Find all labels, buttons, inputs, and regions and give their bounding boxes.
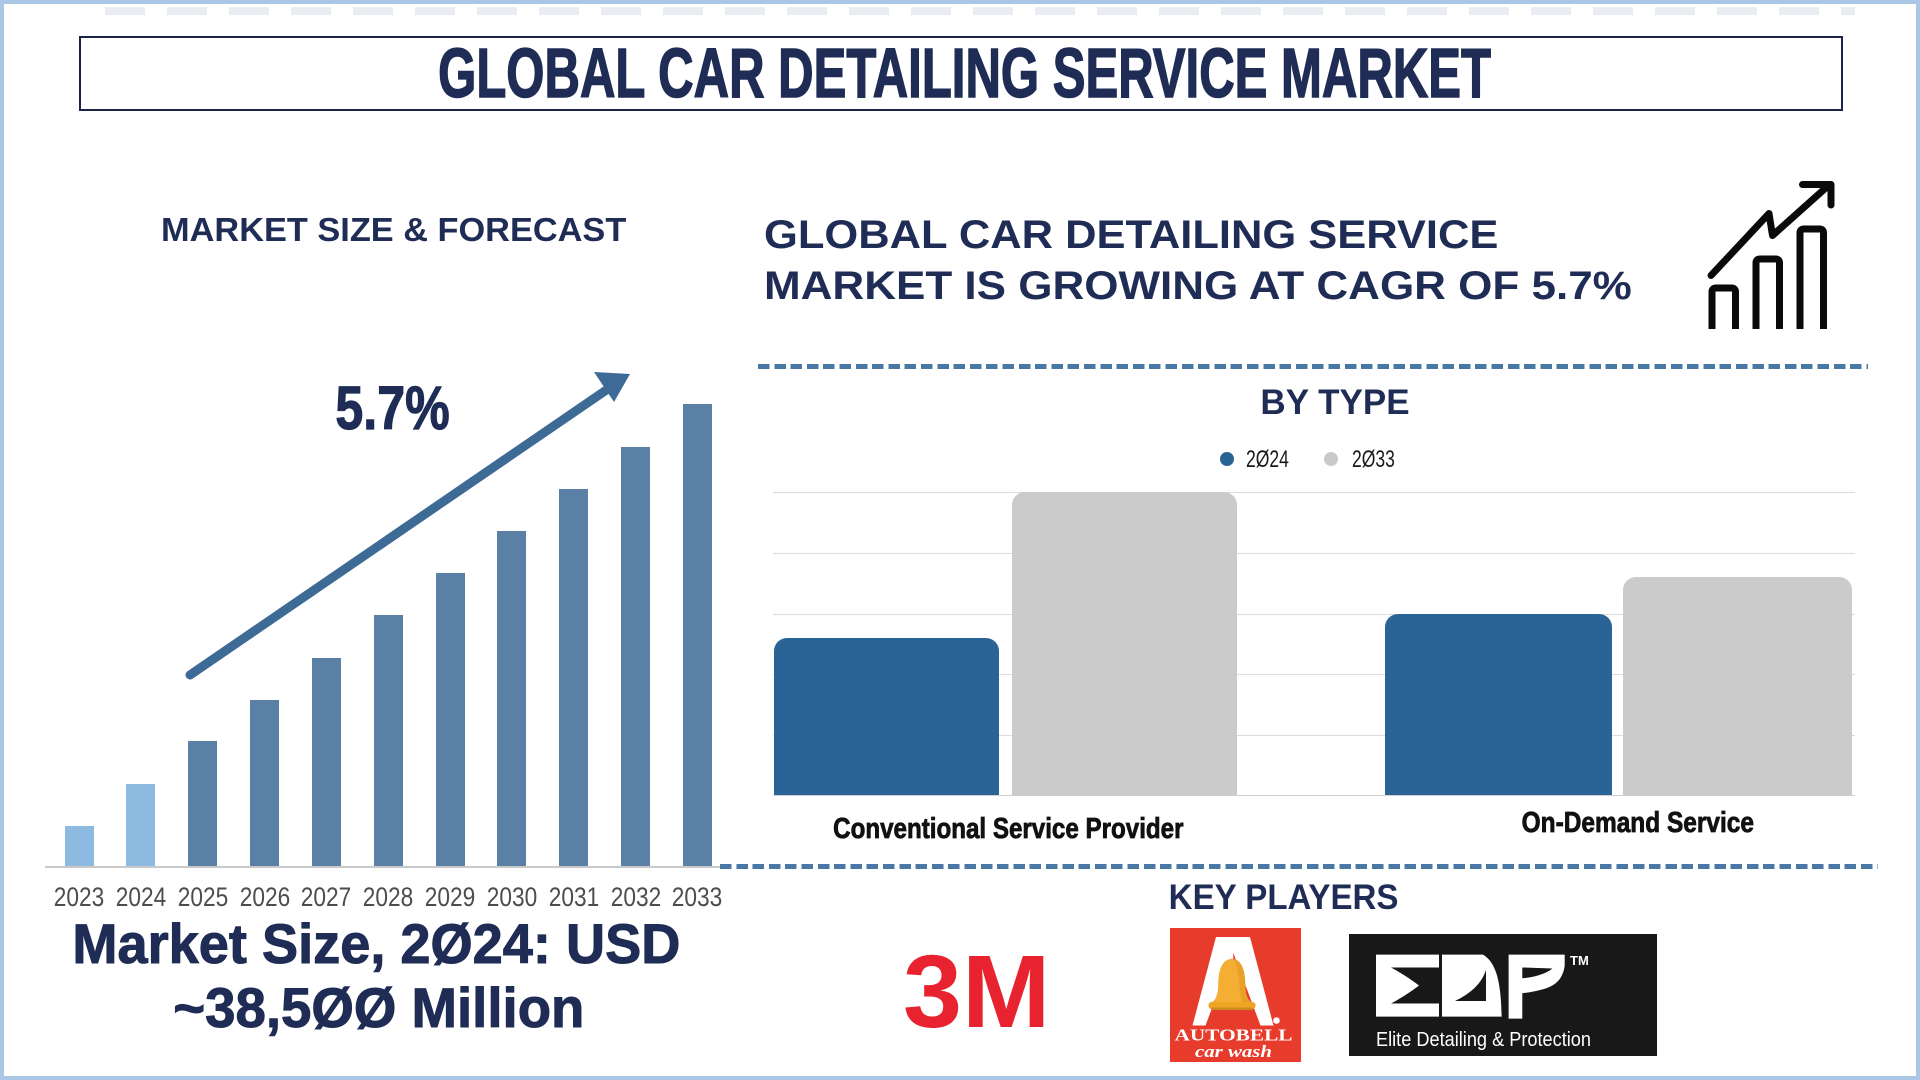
svg-text:Elite Detailing & Protection: Elite Detailing & Protection	[1376, 1029, 1591, 1051]
svg-text:AUTOBELL: AUTOBELL	[1175, 1026, 1293, 1045]
svg-text:TM: TM	[1570, 953, 1589, 968]
svg-text:car wash: car wash	[1195, 1042, 1272, 1061]
